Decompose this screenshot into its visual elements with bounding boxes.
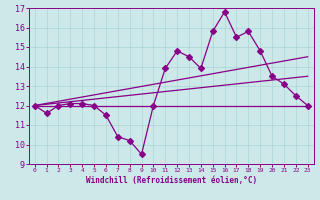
X-axis label: Windchill (Refroidissement éolien,°C): Windchill (Refroidissement éolien,°C) [86, 176, 257, 185]
